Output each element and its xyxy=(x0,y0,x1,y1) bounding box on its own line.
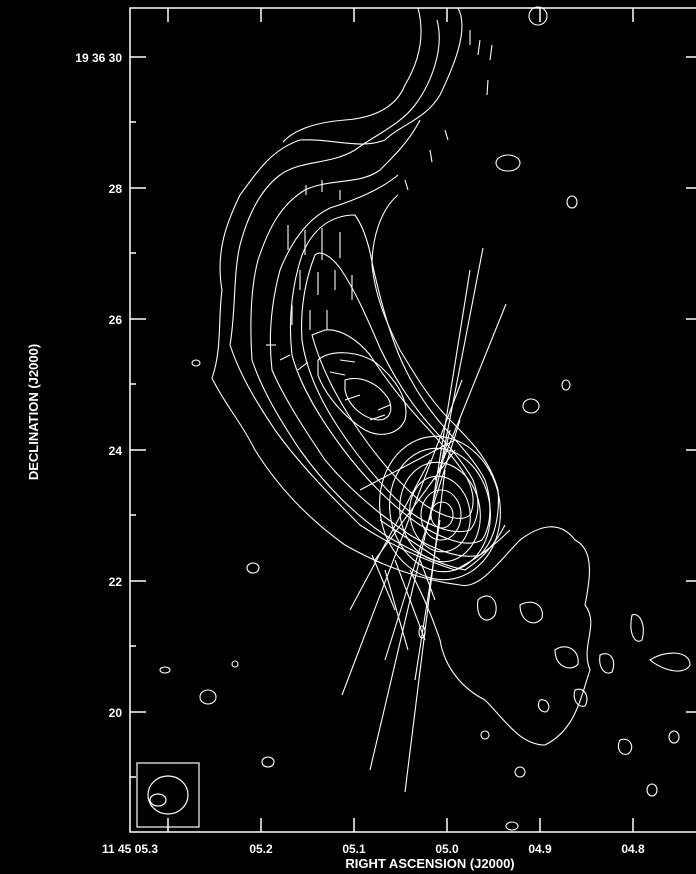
y-axis-title: DECLINATION (J2000) xyxy=(26,344,41,480)
contour-4 xyxy=(269,174,499,557)
core-contour-5 xyxy=(420,489,462,541)
knot-contour-7 xyxy=(573,688,588,707)
y-tick-label: 19 36 30 xyxy=(75,51,122,65)
knot-contour-1 xyxy=(477,595,497,621)
x-tick-label: 04.9 xyxy=(528,842,552,856)
noise-blob xyxy=(566,195,578,209)
y-tick-label: 20 xyxy=(109,706,123,720)
contour-outer xyxy=(211,7,592,746)
noise-blob xyxy=(528,6,548,26)
y-tick-label: 26 xyxy=(109,313,123,327)
contour-2 xyxy=(229,19,511,571)
x-tick-label: 05.2 xyxy=(249,842,273,856)
knot-contour-8 xyxy=(617,738,633,755)
knot-contour-4 xyxy=(599,653,615,674)
knot-contour-9 xyxy=(537,699,550,713)
contour-outer-top xyxy=(282,7,422,143)
noise-blob xyxy=(505,821,519,831)
x-tick-label: 04.8 xyxy=(621,842,645,856)
y-tick-label: 28 xyxy=(109,182,123,196)
contour-3 xyxy=(250,119,506,571)
core-contour-3 xyxy=(399,461,481,563)
lobe-contour-a xyxy=(317,352,407,435)
beam-inner xyxy=(149,793,167,807)
y-tick-label: 22 xyxy=(109,575,123,589)
core-contour-4 xyxy=(409,475,471,553)
y-tick-labels: 19 36 30 28 26 24 22 20 xyxy=(75,51,122,720)
beam-box xyxy=(136,762,200,828)
noise-blob xyxy=(668,730,680,744)
x-tick-label: 11 45 05.3 xyxy=(102,842,158,856)
noise-blob xyxy=(246,562,260,574)
contour-7 xyxy=(311,329,474,519)
beam-ellipse xyxy=(147,775,189,815)
y-tick-label: 24 xyxy=(109,444,123,458)
noise-blob xyxy=(514,766,526,778)
x-axis-title: RIGHT ASCENSION (J2000) xyxy=(345,856,514,871)
noise-blob xyxy=(199,689,217,705)
noise-blob xyxy=(261,756,275,768)
knot-contour-5 xyxy=(630,614,644,642)
core-contour-1 xyxy=(379,435,501,581)
intensity-contours xyxy=(159,6,691,831)
knot-contour-3 xyxy=(554,646,579,669)
beam-indicator xyxy=(136,762,200,828)
x-tick-label: 05.1 xyxy=(342,842,366,856)
noise-blob xyxy=(561,379,571,391)
noise-blob xyxy=(231,660,239,668)
plot-frame xyxy=(129,7,696,833)
core-contour-6 xyxy=(430,501,454,529)
core-contour-2 xyxy=(389,447,491,573)
knot-contour-2 xyxy=(519,601,543,624)
polarization-vectors xyxy=(266,30,507,793)
noise-blob xyxy=(522,398,540,414)
tick-marks xyxy=(130,8,696,832)
noise-blob xyxy=(495,154,521,172)
noise-blob xyxy=(159,666,171,674)
noise-blob xyxy=(191,359,201,367)
x-tick-labels: 11 45 05.3 05.2 05.1 05.0 04.9 04.8 xyxy=(102,842,645,856)
knot-contour-6 xyxy=(649,652,691,672)
noise-blob xyxy=(480,730,490,740)
noise-blob xyxy=(646,783,658,797)
x-tick-label: 05.0 xyxy=(435,842,459,856)
lobe-contour-b xyxy=(344,378,392,421)
contour-6 xyxy=(301,252,479,533)
